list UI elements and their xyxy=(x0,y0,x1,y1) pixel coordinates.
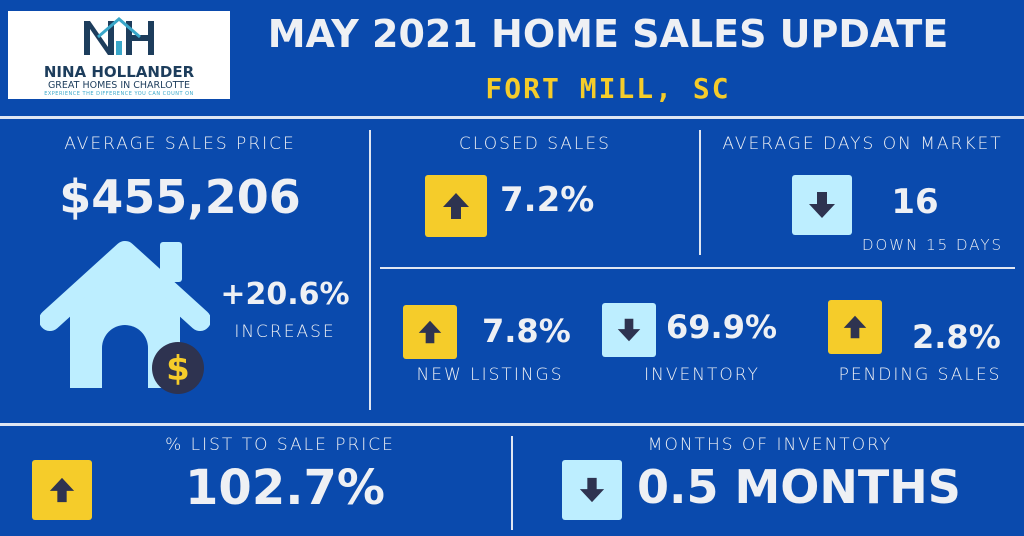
page-title: MAY 2021 HOME SALES UPDATE xyxy=(267,12,949,56)
dom-value: 16 xyxy=(891,182,939,222)
arrow-up-icon xyxy=(443,193,469,219)
arrow-up-icon xyxy=(843,315,867,339)
closed-sales-up-badge xyxy=(425,175,487,237)
logo-tagline: GREAT HOMES IN CHARLOTTE xyxy=(47,80,191,91)
closed-sales-label: CLOSED SALES xyxy=(459,134,611,154)
divider xyxy=(699,130,701,255)
logo-name: NINA HOLLANDER xyxy=(43,63,195,81)
avg-price-value: $455,206 xyxy=(59,170,301,224)
divider xyxy=(0,116,1024,119)
dom-sub: DOWN 15 DAYS xyxy=(861,236,1004,254)
logo: NINA HOLLANDER GREAT HOMES IN CHARLOTTE … xyxy=(8,11,230,99)
new-listings-value: 7.8% xyxy=(482,312,571,350)
arrow-up-icon xyxy=(418,320,442,344)
house-dollar-icon: $ xyxy=(40,241,210,394)
divider xyxy=(0,423,1024,426)
closed-sales-value: 7.2% xyxy=(500,180,595,220)
arrow-up-icon xyxy=(49,477,75,503)
arrow-down-icon xyxy=(617,318,641,342)
arrow-down-icon xyxy=(579,477,605,503)
months-value: 0.5 MONTHS xyxy=(637,460,961,514)
months-label: MONTHS OF INVENTORY xyxy=(647,435,893,455)
new-listings-label: NEW LISTINGS xyxy=(416,365,564,385)
location: FORT MILL, SC xyxy=(485,72,731,105)
arrow-down-icon xyxy=(809,192,835,218)
pending-label: PENDING SALES xyxy=(838,365,1002,385)
inventory-value: 69.9% xyxy=(666,308,778,346)
inventory-down-badge xyxy=(602,303,656,357)
pending-value: 2.8% xyxy=(912,318,1001,356)
divider xyxy=(369,130,371,410)
divider xyxy=(511,436,513,530)
logo-monogram-icon xyxy=(84,17,154,55)
logo-slogan: EXPERIENCE THE DIFFERENCE YOU CAN COUNT … xyxy=(44,91,194,97)
avg-price-change: +20.6% xyxy=(220,277,350,312)
svg-text:$: $ xyxy=(166,349,190,389)
list-to-sale-label: % LIST TO SALE PRICE xyxy=(165,435,395,455)
dom-label: AVERAGE DAYS ON MARKET xyxy=(722,134,1003,154)
dom-down-badge xyxy=(792,175,852,235)
list-to-sale-value: 102.7% xyxy=(185,460,385,516)
new-listings-up-badge xyxy=(403,305,457,359)
inventory-label: INVENTORY xyxy=(644,365,760,385)
list-to-sale-up-badge xyxy=(32,460,92,520)
avg-price-change-label: INCREASE xyxy=(234,322,336,342)
pending-up-badge xyxy=(828,300,882,354)
months-down-badge xyxy=(562,460,622,520)
avg-price-label: AVERAGE SALES PRICE xyxy=(64,134,296,154)
divider xyxy=(380,267,1015,269)
